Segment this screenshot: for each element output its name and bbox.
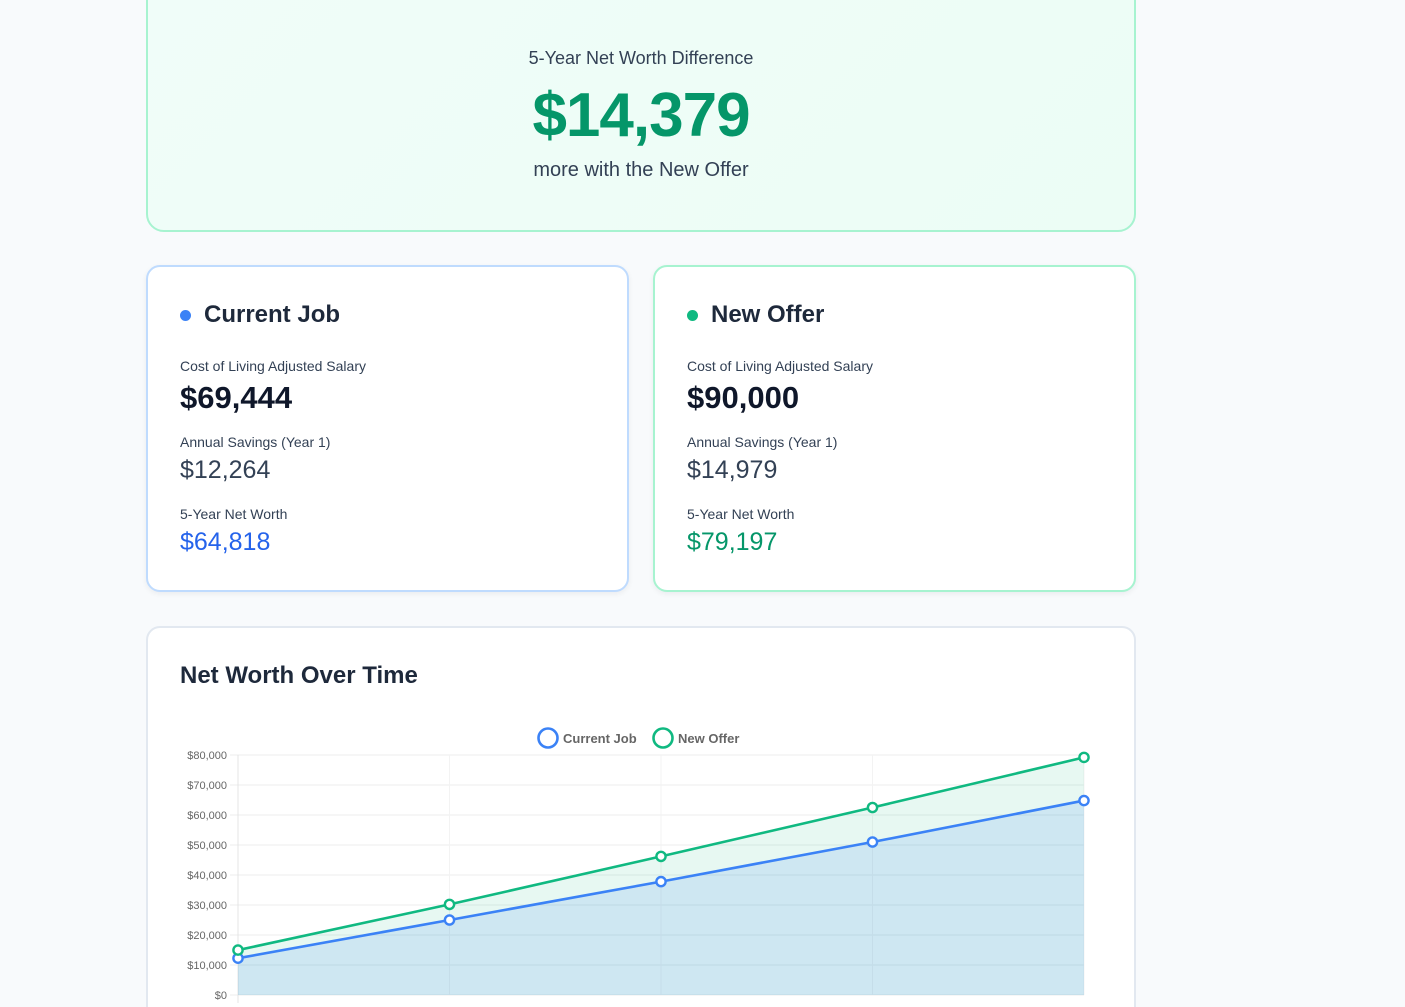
offer-savings-label: Annual Savings (Year 1) xyxy=(687,434,838,450)
difference-subtext: more with the New Offer xyxy=(533,159,749,181)
current-job-title: Current Job xyxy=(204,301,341,328)
y-tick-label: $10,000 xyxy=(187,960,227,972)
current-salary-value: $69,444 xyxy=(180,380,293,415)
chart-title: Net Worth Over Time xyxy=(180,662,418,689)
offer-salary-label: Cost of Living Adjusted Salary xyxy=(687,358,873,374)
offer-networth-label: 5-Year Net Worth xyxy=(687,506,795,522)
point-new-offer xyxy=(443,898,456,911)
point-new-offer xyxy=(655,850,667,863)
point-current-job xyxy=(655,875,667,888)
current-networth-value: $64,818 xyxy=(180,528,271,556)
new-offer-title: New Offer xyxy=(711,301,825,328)
current-job-card: Current Job Cost of Living Adjusted Sala… xyxy=(146,265,629,592)
y-tick-label: $0 xyxy=(215,990,227,1002)
current-networth-label: 5-Year Net Worth xyxy=(180,506,288,522)
current-job-header: Current Job xyxy=(180,301,340,329)
offer-salary-value: $90,000 xyxy=(687,380,800,415)
legend-label-current-job: Current Job xyxy=(563,731,637,746)
net-worth-chart: $0 $10,000 $20,000 $30,000 $40,000 $50,000 $60… xyxy=(187,727,1090,1003)
difference-label: 5-Year Net Worth Difference xyxy=(528,48,754,68)
point-current-job xyxy=(443,914,456,926)
legend-marker-new-offer xyxy=(652,727,674,749)
y-tick-label: $50,000 xyxy=(187,840,227,852)
y-tick-label: $40,000 xyxy=(187,870,227,882)
net-worth-difference-banner: 5-Year Net Worth Difference $14,379 more… xyxy=(146,0,1136,232)
point-new-offer xyxy=(866,801,879,814)
current-savings-label: Annual Savings (Year 1) xyxy=(180,434,331,450)
point-current-job xyxy=(866,836,879,848)
point-new-offer xyxy=(1078,751,1090,764)
new-offer-card: New Offer Cost of Living Adjusted Salary… xyxy=(653,265,1136,592)
y-tick-label: $30,000 xyxy=(187,900,227,912)
net-worth-chart-card: Net Worth Over Time $0 $10,000 $20,000 $30,… xyxy=(146,626,1136,1007)
legend-marker-current-job xyxy=(537,727,559,749)
point-new-offer xyxy=(232,944,244,956)
legend-label-new-offer: New Offer xyxy=(678,731,739,746)
offer-savings-value: $14,979 xyxy=(687,456,778,484)
offer-networth-value: $79,197 xyxy=(687,528,778,556)
area-current-job xyxy=(238,800,1084,995)
current-job-dot-icon xyxy=(180,309,191,321)
current-salary-label: Cost of Living Adjusted Salary xyxy=(180,358,366,374)
new-offer-dot-icon xyxy=(687,309,698,321)
current-savings-value: $12,264 xyxy=(180,456,271,484)
y-tick-label: $80,000 xyxy=(187,750,227,762)
new-offer-header: New Offer xyxy=(687,301,824,329)
y-tick-label: $20,000 xyxy=(187,930,227,942)
point-current-job xyxy=(1078,794,1090,807)
y-tick-label: $60,000 xyxy=(187,810,227,822)
difference-value: $14,379 xyxy=(532,81,750,150)
y-tick-label: $70,000 xyxy=(187,780,227,792)
